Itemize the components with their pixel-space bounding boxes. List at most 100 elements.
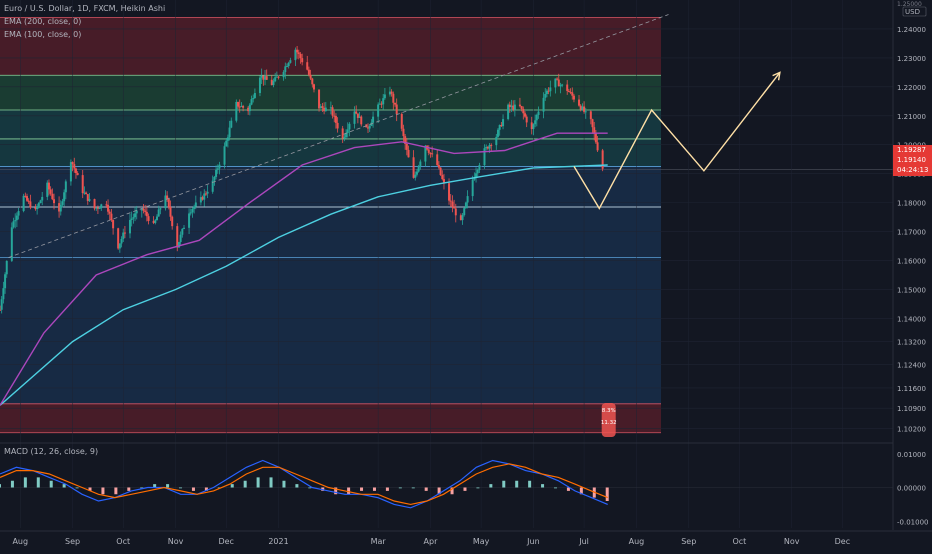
candle-body (591, 119, 594, 128)
candle-body (110, 213, 113, 220)
candle-body (282, 72, 285, 78)
candle-body (537, 111, 540, 115)
candle-body (336, 122, 339, 129)
chart-title[interactable]: Euro / U.S. Dollar, 1D, FXCM, Heikin Ash… (4, 4, 166, 13)
price-tick-10: 1.14000 (897, 315, 926, 323)
macd-legend[interactable]: MACD (12, 26, close, 9) (4, 447, 99, 456)
candle-body (223, 146, 226, 165)
candle-body (275, 76, 278, 78)
candle-body (10, 227, 13, 261)
candle-body (29, 201, 32, 208)
macd-tick-2: -0.01000 (897, 518, 928, 526)
candle-body (242, 106, 245, 108)
candle-body (476, 169, 479, 174)
price-tag-lower: 1.19140 (897, 156, 926, 164)
candle-body (252, 98, 255, 100)
candle-body (96, 207, 99, 209)
candle-body (390, 91, 393, 94)
macd-bar (437, 487, 441, 495)
macd-bar (502, 480, 506, 488)
zone-0 (0, 17, 661, 76)
candle-body (213, 176, 216, 181)
macd-bar (179, 487, 183, 489)
candle-body (569, 91, 572, 93)
candle-body (429, 152, 432, 154)
candle-body (572, 95, 575, 100)
candle-body (417, 166, 420, 172)
candle-body (321, 106, 324, 108)
price-tick-14: 1.10900 (897, 405, 926, 413)
time-tick-14: Nov (784, 537, 800, 546)
candle-body (402, 128, 405, 137)
candle-body (463, 208, 466, 216)
candle-body (331, 107, 334, 116)
macd-bar (295, 484, 299, 488)
macd-bar (605, 487, 609, 501)
candle-body (297, 52, 300, 55)
candle-body (41, 196, 44, 201)
candle-body (405, 143, 408, 150)
projection-arrow (772, 71, 781, 81)
ema100-legend[interactable]: EMA (100, close, 0) (4, 30, 82, 39)
candle-body (132, 217, 135, 219)
candle-body (193, 206, 196, 209)
candle-body (324, 107, 327, 112)
zone-4 (0, 166, 661, 207)
candle-body (348, 123, 351, 130)
candle-body (218, 164, 221, 169)
ema200-legend[interactable]: EMA (200, close, 0) (4, 17, 82, 26)
candle-body (63, 192, 66, 202)
candle-body (128, 220, 131, 234)
time-tick-3: Nov (168, 537, 184, 546)
macd-bar (127, 487, 131, 491)
candle-body (14, 220, 17, 222)
candle-body (189, 212, 192, 214)
macd-bar (140, 487, 144, 489)
candle-body (449, 200, 452, 202)
candle-body (377, 104, 380, 117)
candle-body (475, 173, 478, 178)
candle-body (488, 144, 491, 149)
candle-body (547, 90, 550, 92)
candle-body (264, 76, 267, 80)
candle-body (120, 238, 123, 244)
candle-body (22, 195, 25, 212)
macd-bar (243, 480, 247, 488)
candle-body (498, 125, 501, 130)
candle-body (216, 168, 219, 170)
candle-body (427, 149, 430, 153)
candle-body (510, 105, 513, 108)
macd-bar (191, 487, 195, 491)
macd-line (0, 459, 608, 509)
candle-body (319, 106, 322, 109)
zone-5 (0, 206, 661, 258)
ema100-line (0, 132, 608, 406)
macd-bar (49, 480, 53, 488)
candle-body (24, 195, 27, 197)
candle-body (145, 211, 148, 217)
candle-body (272, 81, 275, 86)
candle-body (431, 153, 434, 155)
time-tick-10: Jul (578, 537, 589, 546)
candle-body (306, 62, 309, 70)
candle-body (250, 99, 253, 105)
candle-body (159, 208, 162, 210)
candle-body (442, 179, 445, 184)
candle-body (530, 122, 533, 130)
candle-body (171, 216, 174, 227)
candle-body (107, 204, 110, 212)
candle-body (194, 202, 197, 207)
candle-body (191, 208, 194, 213)
candle-body (122, 232, 125, 239)
signal-line (0, 463, 608, 506)
macd-bar (269, 477, 273, 488)
macd-bar (282, 480, 286, 488)
candle-body (76, 173, 79, 176)
price-tag-upper: 1.19287 (897, 146, 926, 154)
candle-body (88, 199, 91, 201)
candle-body (542, 97, 545, 112)
candle-body (188, 213, 191, 228)
candle-body (117, 228, 120, 249)
